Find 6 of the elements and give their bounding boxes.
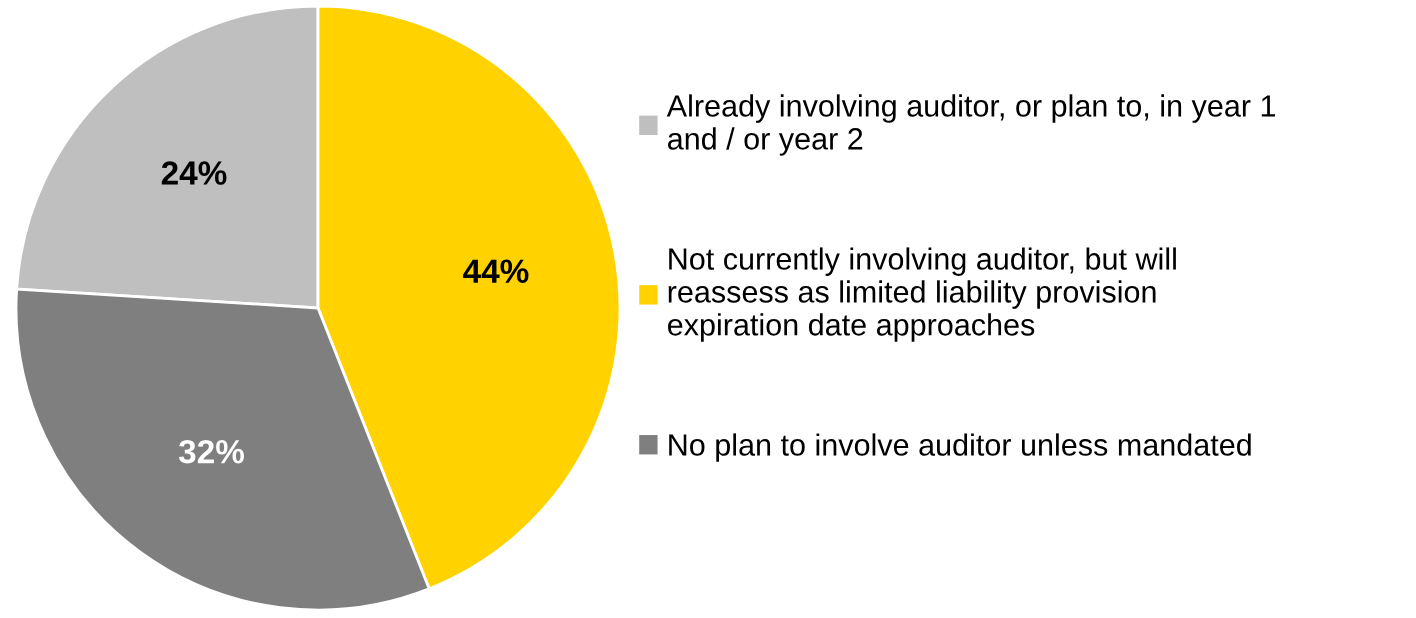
legend-label: No plan to involve auditor unless mandated xyxy=(669,433,1251,462)
data-label: 44% xyxy=(463,259,529,283)
data-label: 32% xyxy=(178,439,244,464)
data-label: 24% xyxy=(161,161,227,185)
legend-label: Already involving auditor, or plan to, in year 1 and / or year 2 xyxy=(666,94,1275,156)
legend-label: Not currently involving auditor, but will reassess as limited liability provision expiration date approaches xyxy=(668,247,1176,342)
